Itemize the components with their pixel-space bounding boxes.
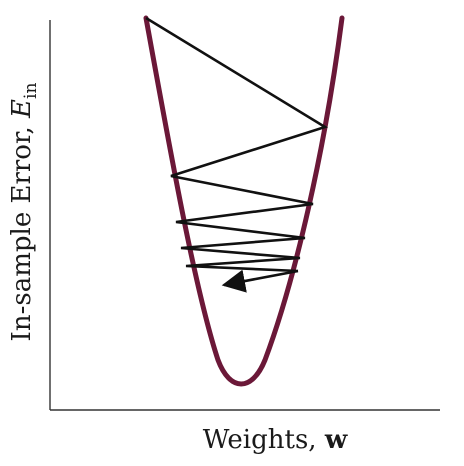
y-axis-label-symbol: E: [7, 99, 37, 119]
y-axis-label-subscript: in: [21, 83, 41, 99]
y-axis-label: In-sample Error, Ein: [7, 83, 41, 342]
error-curve: [143, 15, 345, 387]
y-axis-label-text: In-sample Error,: [7, 118, 37, 342]
x-axis-label: Weights, w: [203, 425, 348, 455]
x-axis-label-symbol: w: [324, 425, 348, 455]
descent-arrow: [221, 269, 299, 293]
descent-path: [145, 16, 329, 273]
x-axis-label-text: Weights,: [203, 425, 325, 455]
